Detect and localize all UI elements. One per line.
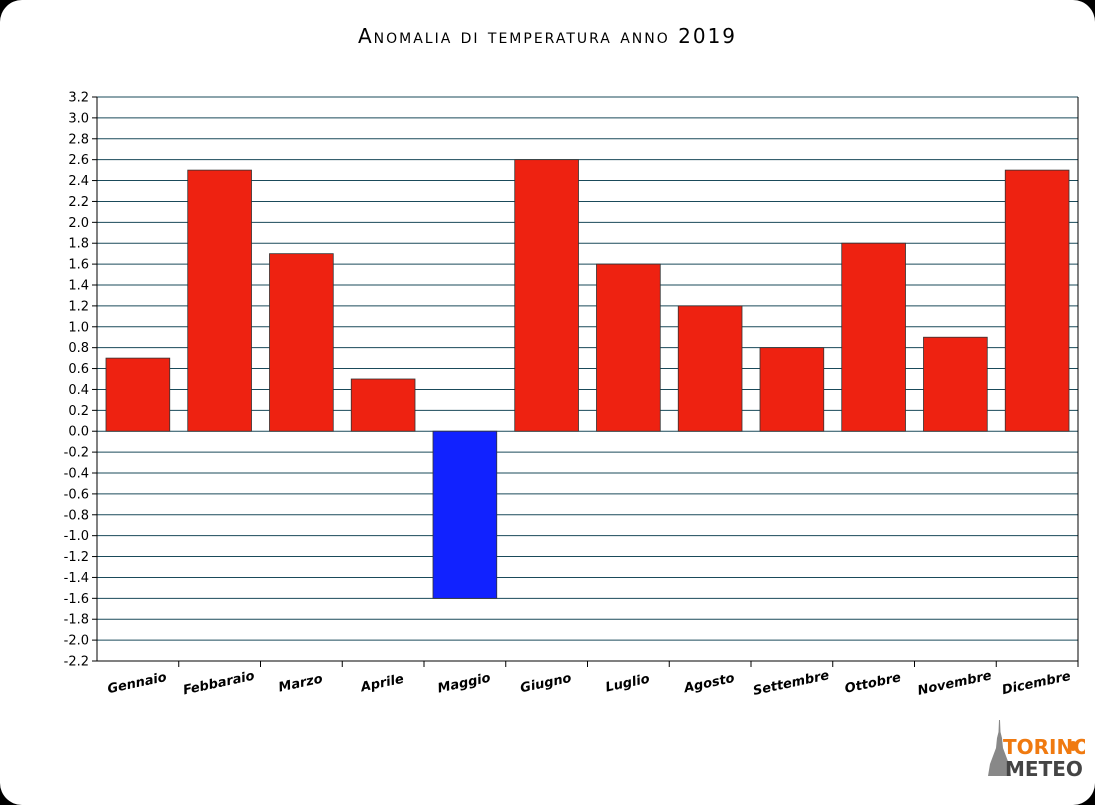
x-axis-category-labels: Gennaio Febbaraio Marzo Aprile Maggio Giugno L… — [106, 668, 1072, 699]
grid-lines — [97, 96, 1078, 662]
torino-meteo-logo: TORINO METEO — [988, 720, 1085, 780]
y-tick-label: 2.8 — [68, 132, 89, 147]
y-tick-label: 1.4 — [68, 279, 89, 294]
y-tick-label: -0.2 — [64, 446, 89, 461]
bar-settembre — [759, 347, 825, 432]
y-tick-label: -0.6 — [64, 487, 89, 502]
y-tick-label: 1.0 — [68, 320, 89, 335]
bar-giugno — [514, 159, 579, 432]
y-tick-label: -0.4 — [64, 467, 89, 482]
axes — [92, 96, 1079, 667]
x-category-label: Novembre — [916, 668, 993, 698]
y-tick-label: -1.2 — [64, 550, 89, 565]
bar-maggio — [432, 430, 498, 599]
bar-aprile — [350, 378, 416, 432]
y-tick-label: 0.2 — [68, 404, 89, 419]
x-category-label: Gennaio — [106, 670, 168, 697]
x-category-label: Ottobre — [843, 670, 902, 697]
y-tick-label: -2.0 — [64, 634, 89, 649]
x-category-label: Settembre — [752, 668, 831, 699]
bar-ottobre — [841, 242, 906, 432]
bar-marzo — [269, 253, 334, 432]
bar-agosto — [677, 305, 743, 432]
y-tick-label: 1.6 — [68, 258, 89, 273]
y-tick-label: 2.0 — [68, 216, 89, 231]
sun-icon — [1068, 741, 1078, 751]
mole-antonelliana-icon — [988, 720, 1011, 776]
bar-gennaio — [105, 357, 171, 432]
y-tick-label: -1.8 — [64, 613, 89, 628]
bar-dicembre — [1004, 169, 1070, 432]
y-tick-label: 1.2 — [68, 299, 89, 314]
y-tick-label: 0.6 — [68, 362, 89, 377]
y-tick-label: -1.4 — [64, 571, 89, 586]
x-category-label: Giugno — [519, 671, 573, 696]
logo-word-meteo: METEO — [1005, 757, 1083, 780]
x-category-label: Agosto — [682, 671, 736, 697]
x-category-label: Dicembre — [1001, 669, 1073, 698]
x-category-label: Luglio — [604, 672, 651, 696]
y-tick-label: 2.2 — [68, 195, 89, 210]
y-tick-label: 3.0 — [68, 111, 89, 126]
x-category-label: Marzo — [277, 672, 324, 696]
y-tick-label: 0.8 — [68, 341, 89, 356]
y-tick-label: 0.4 — [68, 383, 89, 398]
x-category-label: Aprile — [359, 672, 406, 696]
bar-luglio — [596, 263, 661, 432]
y-tick-label: 2.4 — [68, 174, 89, 189]
y-tick-label: -0.8 — [64, 508, 89, 523]
bar-febbaraio — [187, 169, 252, 432]
bars — [105, 159, 1070, 599]
chart-title: Anomalia di temperatura anno 2019 — [357, 24, 738, 48]
y-tick-label: 1.8 — [68, 237, 89, 252]
y-axis-tick-labels: 3.2 3.0 2.8 2.6 2.4 2.2 2.0 1.8 1.6 1.4 1.2 1.0 0.8 0… — [64, 91, 89, 670]
y-tick-label: 0.0 — [68, 425, 89, 440]
x-category-label: Maggio — [436, 671, 492, 697]
y-tick-label: 3.2 — [68, 91, 89, 106]
bar-novembre — [923, 336, 988, 432]
y-tick-label: 2.6 — [68, 153, 89, 168]
y-tick-label: -2.2 — [64, 655, 89, 670]
x-category-label: Febbaraio — [182, 669, 256, 699]
y-tick-label: -1.0 — [64, 529, 89, 544]
y-tick-label: -1.6 — [64, 592, 89, 607]
